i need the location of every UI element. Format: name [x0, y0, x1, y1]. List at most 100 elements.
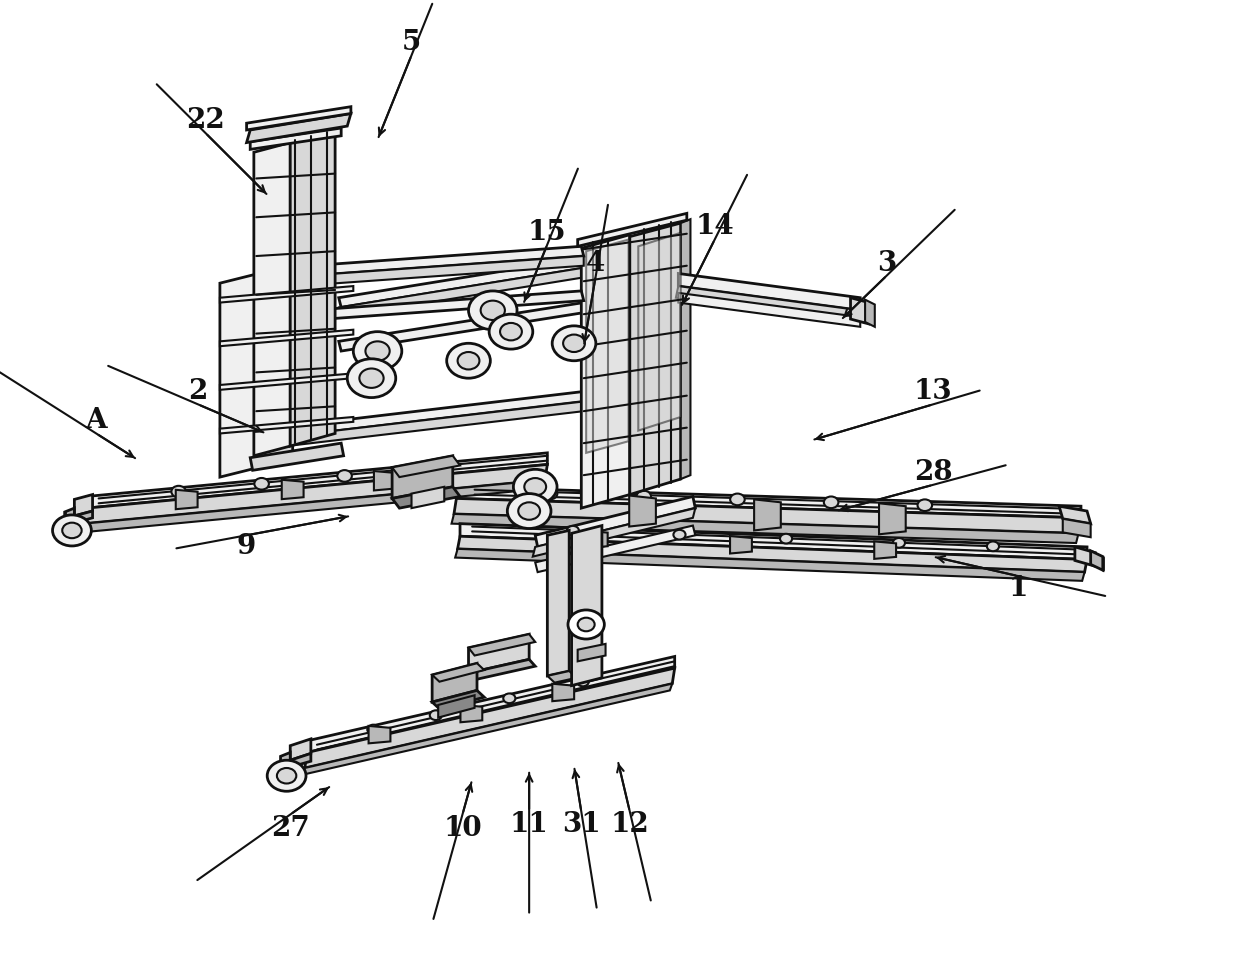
Polygon shape — [547, 530, 569, 676]
Circle shape — [525, 478, 546, 495]
Polygon shape — [339, 301, 598, 351]
Circle shape — [568, 610, 604, 639]
Circle shape — [673, 530, 686, 540]
Circle shape — [366, 342, 389, 361]
Circle shape — [171, 486, 186, 497]
Polygon shape — [460, 523, 1087, 559]
Polygon shape — [64, 508, 93, 525]
Polygon shape — [639, 233, 681, 431]
Text: 5: 5 — [402, 29, 422, 56]
Circle shape — [577, 676, 589, 686]
Text: 27: 27 — [270, 814, 310, 842]
Polygon shape — [630, 223, 681, 494]
Polygon shape — [587, 239, 629, 452]
Circle shape — [410, 463, 425, 475]
Polygon shape — [392, 486, 460, 508]
Circle shape — [353, 332, 402, 371]
Polygon shape — [432, 664, 477, 703]
Circle shape — [636, 490, 651, 502]
Polygon shape — [1091, 551, 1102, 570]
Circle shape — [893, 538, 905, 548]
Polygon shape — [451, 514, 1079, 543]
Polygon shape — [82, 480, 544, 532]
Text: 28: 28 — [914, 458, 952, 486]
Polygon shape — [469, 634, 529, 673]
Polygon shape — [730, 536, 751, 554]
Circle shape — [507, 493, 551, 528]
Polygon shape — [290, 130, 335, 446]
Polygon shape — [368, 726, 391, 743]
Polygon shape — [1063, 519, 1091, 537]
Polygon shape — [303, 684, 672, 775]
Polygon shape — [879, 503, 905, 534]
Polygon shape — [572, 525, 601, 686]
Polygon shape — [280, 752, 311, 770]
Polygon shape — [219, 330, 353, 346]
Text: 9: 9 — [237, 533, 257, 560]
Polygon shape — [250, 443, 343, 470]
Polygon shape — [290, 739, 311, 760]
Circle shape — [552, 326, 596, 361]
Circle shape — [513, 469, 557, 504]
Polygon shape — [458, 536, 1087, 572]
Circle shape — [62, 523, 82, 538]
Polygon shape — [456, 486, 1081, 518]
Polygon shape — [552, 684, 574, 702]
Polygon shape — [681, 219, 691, 479]
Circle shape — [347, 359, 396, 398]
Circle shape — [987, 542, 999, 551]
Polygon shape — [676, 286, 861, 322]
Circle shape — [543, 487, 557, 499]
Polygon shape — [286, 392, 584, 436]
Polygon shape — [286, 402, 584, 446]
Polygon shape — [866, 300, 874, 327]
Polygon shape — [585, 530, 608, 548]
Polygon shape — [250, 128, 341, 150]
Circle shape — [503, 694, 516, 703]
Polygon shape — [219, 286, 353, 303]
Circle shape — [446, 343, 490, 378]
Polygon shape — [438, 696, 475, 717]
Polygon shape — [283, 246, 584, 277]
Circle shape — [469, 291, 517, 330]
Circle shape — [337, 470, 352, 482]
Text: 13: 13 — [914, 378, 952, 406]
Circle shape — [481, 301, 505, 320]
Polygon shape — [851, 298, 869, 324]
Circle shape — [458, 352, 480, 370]
Text: 10: 10 — [443, 814, 482, 842]
Polygon shape — [392, 455, 453, 498]
Polygon shape — [374, 471, 396, 490]
Polygon shape — [412, 486, 444, 508]
Polygon shape — [432, 691, 485, 709]
Polygon shape — [339, 266, 596, 317]
Text: 11: 11 — [510, 811, 548, 838]
Text: A: A — [86, 408, 107, 434]
Polygon shape — [578, 644, 605, 662]
Polygon shape — [176, 489, 197, 509]
Polygon shape — [219, 417, 353, 433]
Polygon shape — [247, 107, 351, 130]
Polygon shape — [454, 498, 1081, 533]
Polygon shape — [578, 213, 687, 246]
Text: 14: 14 — [696, 213, 734, 240]
Polygon shape — [469, 660, 536, 680]
Polygon shape — [283, 256, 584, 287]
Polygon shape — [247, 114, 351, 143]
Polygon shape — [754, 499, 781, 530]
Polygon shape — [582, 234, 630, 508]
Polygon shape — [219, 374, 353, 390]
Polygon shape — [87, 452, 547, 508]
Text: 12: 12 — [610, 811, 650, 838]
Polygon shape — [254, 143, 290, 455]
Polygon shape — [308, 657, 675, 752]
Circle shape — [823, 496, 838, 508]
Polygon shape — [629, 495, 656, 526]
Circle shape — [360, 369, 383, 388]
Polygon shape — [339, 256, 598, 307]
Polygon shape — [259, 264, 293, 467]
Circle shape — [254, 478, 269, 489]
Polygon shape — [219, 273, 259, 477]
Polygon shape — [283, 291, 584, 322]
Circle shape — [52, 515, 92, 546]
